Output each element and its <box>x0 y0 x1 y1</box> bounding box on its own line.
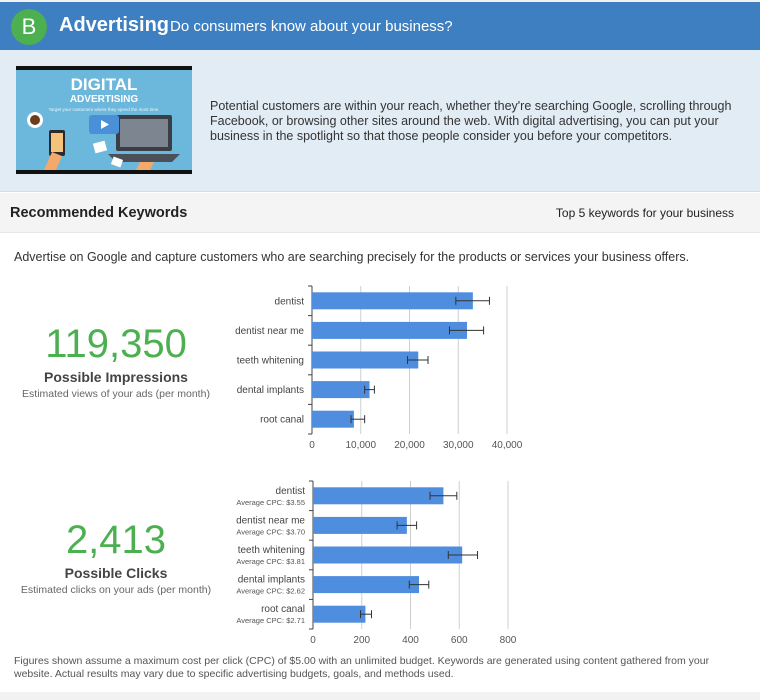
impressions-stat: 119,350 Possible Impressions Estimated v… <box>14 322 218 400</box>
bar <box>313 487 444 505</box>
x-tick-label: 0 <box>310 635 316 646</box>
bar <box>313 576 420 594</box>
x-tick-label: 20,000 <box>394 440 425 451</box>
bar <box>312 351 419 369</box>
footnote: Figures shown assume a maximum cost per … <box>14 655 710 680</box>
x-tick-label: 30,000 <box>443 440 474 451</box>
bar <box>312 292 473 310</box>
section-question: Do consumers know about your business? <box>170 18 453 35</box>
keywords-title: Recommended Keywords <box>10 205 188 221</box>
clicks-stat: 2,413 Possible Clicks Estimated clicks o… <box>14 518 218 596</box>
impressions-label: Possible Impressions <box>44 369 188 385</box>
category-label: dental implants <box>237 385 304 396</box>
keywords-description: Advertise on Google and capture customer… <box>14 250 690 264</box>
section-title: Advertising <box>59 14 170 36</box>
category-label: dentist <box>275 296 305 307</box>
video-thumbnail[interactable]: DIGITAL ADVERTISING Target your customer… <box>16 66 192 174</box>
clicks-value: 2,413 <box>65 518 167 562</box>
x-tick-label: 10,000 <box>345 440 376 451</box>
impressions-note: Estimated views of your ads (per month) <box>22 388 210 400</box>
clicks-label: Possible Clicks <box>64 565 168 581</box>
section-badge: B <box>11 9 47 45</box>
cpc-sublabel: Average CPC: $2.62 <box>236 587 305 596</box>
category-label: dental implants <box>238 575 305 586</box>
intro-panel: DIGITAL ADVERTISING Target your customer… <box>0 50 760 192</box>
category-label: root canal <box>261 604 305 615</box>
x-tick-label: 0 <box>309 440 315 451</box>
x-tick-label: 400 <box>402 635 419 646</box>
section-header: B Advertising Do consumers know about yo… <box>0 0 760 50</box>
bar <box>312 321 468 339</box>
laptop-icon <box>108 115 180 162</box>
phone-icon <box>49 130 65 156</box>
impressions-by-keyword-chart: 0 10,000 20,000 30,000 40,000 dentist dentist … <box>235 285 523 451</box>
cpc-sublabel: Average CPC: $3.81 <box>236 557 305 566</box>
intro-text: Potential customers are within your reac… <box>210 99 732 143</box>
category-label: root canal <box>260 415 304 426</box>
keywords-header: Recommended Keywords Top 5 keywords for … <box>0 193 760 233</box>
bar <box>312 410 354 428</box>
category-label: teeth whitening <box>238 545 305 556</box>
play-button-icon[interactable] <box>89 115 119 134</box>
video-thumbnail-art: DIGITAL ADVERTISING Target your customer… <box>16 70 192 170</box>
category-label: teeth whitening <box>237 356 304 367</box>
category-label: dentist <box>276 486 306 497</box>
bar <box>312 381 370 399</box>
cpc-sublabel: Average CPC: $3.70 <box>236 527 305 536</box>
x-tick-label: 40,000 <box>492 440 523 451</box>
category-label: dentist near me <box>236 515 305 526</box>
keywords-subtitle: Top 5 keywords for your business <box>555 206 734 220</box>
clicks-note: Estimated clicks on your ads (per month) <box>20 584 212 596</box>
impressions-value: 119,350 <box>45 322 187 366</box>
cpc-sublabel: Average CPC: $3.55 <box>236 498 305 507</box>
bar <box>313 605 366 623</box>
category-label: dentist near me <box>235 326 304 337</box>
bottom-divider <box>0 692 760 700</box>
x-tick-label: 200 <box>353 635 370 646</box>
bar <box>313 546 463 564</box>
thumbnail-title: DIGITAL <box>71 75 138 94</box>
bar <box>313 516 407 534</box>
cpc-sublabel: Average CPC: $2.71 <box>236 616 305 625</box>
thumbnail-subtitle: ADVERTISING <box>70 94 139 105</box>
x-tick-label: 600 <box>451 635 468 646</box>
thumbnail-caption: Target your customers where they spend t… <box>49 107 160 112</box>
x-tick-label: 800 <box>500 635 517 646</box>
